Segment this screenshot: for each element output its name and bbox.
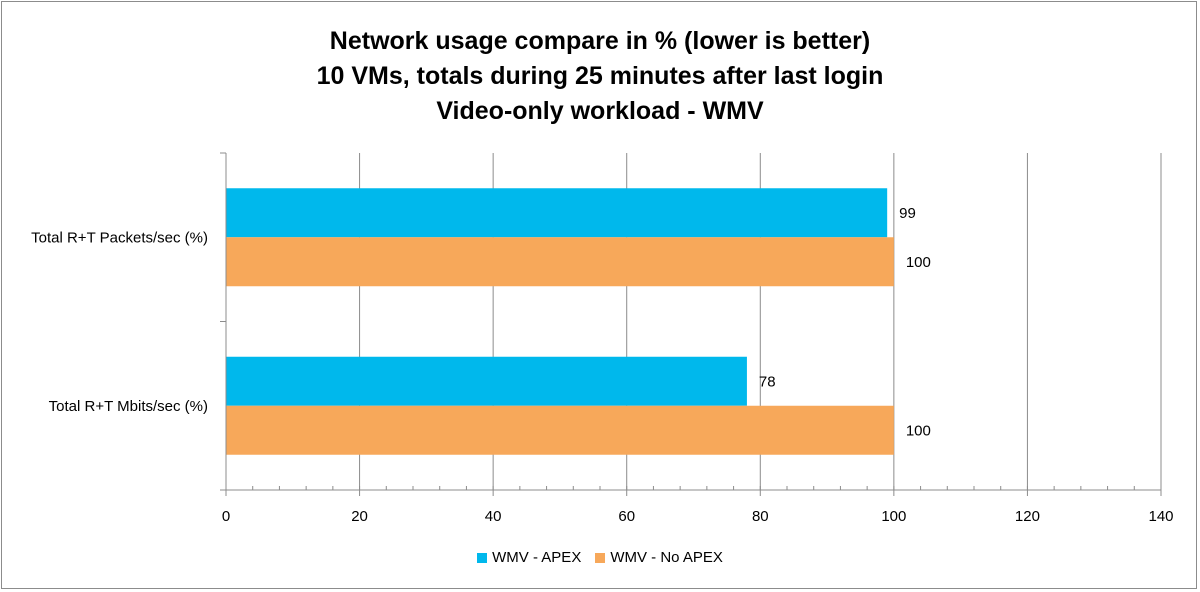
data-label: 100 bbox=[906, 254, 931, 271]
data-label: 99 bbox=[899, 205, 916, 222]
legend-swatch-apex bbox=[477, 552, 488, 563]
legend-item-no-apex: WMV - No APEX bbox=[595, 549, 723, 566]
bar bbox=[226, 188, 888, 238]
legend-swatch-no-apex bbox=[595, 552, 606, 563]
legend-label-apex: WMV - APEX bbox=[492, 549, 582, 566]
x-tick-label: 40 bbox=[485, 508, 502, 525]
x-tick-label: 140 bbox=[1148, 508, 1173, 525]
x-tick-label: 100 bbox=[881, 508, 906, 525]
data-label: 100 bbox=[906, 422, 931, 439]
x-tick-label: 20 bbox=[351, 508, 368, 525]
bar bbox=[226, 356, 747, 406]
legend-item-apex: WMV - APEX bbox=[477, 549, 581, 566]
chart-title: Network usage compare in % (lower is bet… bbox=[0, 24, 1200, 129]
bar bbox=[226, 405, 894, 455]
legend: WMV - APEX WMV - No APEX bbox=[0, 549, 1200, 566]
legend-label-no-apex: WMV - No APEX bbox=[610, 549, 723, 566]
chart-title-line-3: Video-only workload - WMV bbox=[436, 97, 764, 125]
chart-title-line-1: Network usage compare in % (lower is bet… bbox=[329, 27, 871, 55]
category-label: Total R+T Packets/sec (%) bbox=[31, 229, 208, 246]
category-label: Total R+T Mbits/sec (%) bbox=[49, 398, 208, 415]
x-tick-label: 0 bbox=[222, 508, 230, 525]
x-tick-label: 60 bbox=[618, 508, 635, 525]
x-tick-label: 120 bbox=[1015, 508, 1040, 525]
x-tick-label: 80 bbox=[752, 508, 769, 525]
chart-title-line-2: 10 VMs, totals during 25 minutes after l… bbox=[316, 62, 884, 90]
data-label: 78 bbox=[759, 373, 776, 390]
bar bbox=[226, 237, 894, 287]
